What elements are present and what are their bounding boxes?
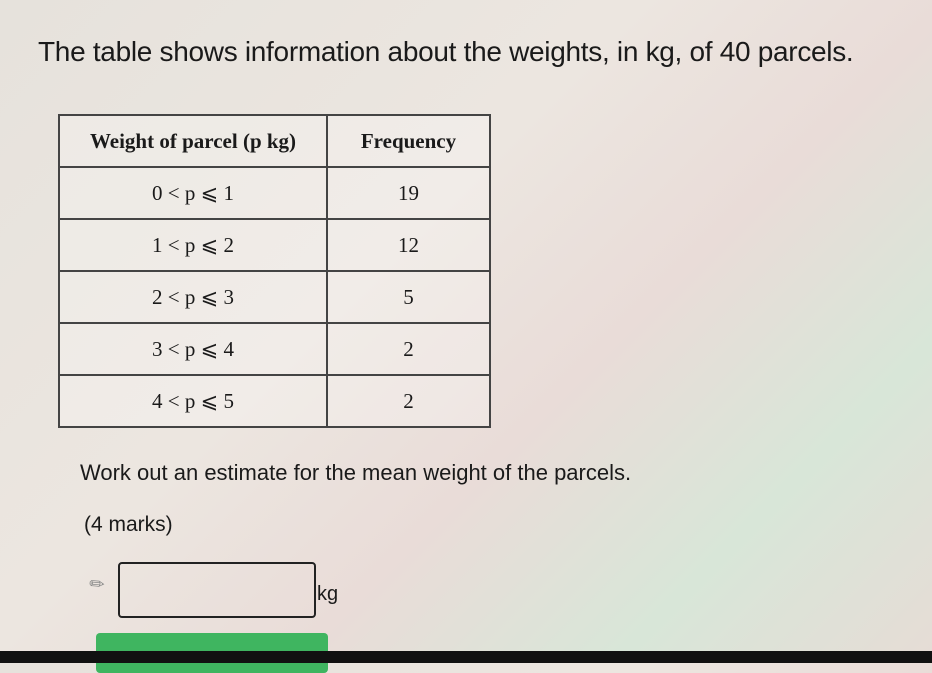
- table-header-row: Weight of parcel (p kg) Frequency: [58, 114, 491, 168]
- weight-cell: 0 < p ⩽ 1: [58, 166, 328, 220]
- pencil-icon: ✎: [85, 571, 110, 597]
- frequency-cell: 5: [326, 270, 491, 324]
- header-frequency: Frequency: [326, 114, 491, 168]
- frequency-cell: 2: [326, 374, 491, 428]
- weight-cell: 2 < p ⩽ 3: [58, 270, 328, 324]
- frequency-cell: 19: [326, 166, 491, 220]
- question-intro: The table shows information about the we…: [38, 36, 854, 67]
- weight-cell: 1 < p ⩽ 2: [58, 218, 328, 272]
- question-prompt: Work out an estimate for the mean weight…: [80, 460, 632, 485]
- frequency-cell: 12: [326, 218, 491, 272]
- header-weight: Weight of parcel (p kg): [58, 114, 328, 168]
- weight-cell: 3 < p ⩽ 4: [58, 322, 328, 376]
- table-row: 0 < p ⩽ 1 19: [58, 166, 491, 220]
- frequency-table: Weight of parcel (p kg) Frequency 0 < p …: [58, 114, 491, 428]
- frequency-cell: 2: [326, 322, 491, 376]
- marks-label: (4 marks): [84, 513, 173, 536]
- weight-cell: 4 < p ⩽ 5: [58, 374, 328, 428]
- answer-input[interactable]: [118, 562, 316, 618]
- screen-bezel: [0, 651, 932, 663]
- unit-label: kg: [317, 583, 339, 605]
- table-row: 1 < p ⩽ 2 12: [58, 218, 491, 272]
